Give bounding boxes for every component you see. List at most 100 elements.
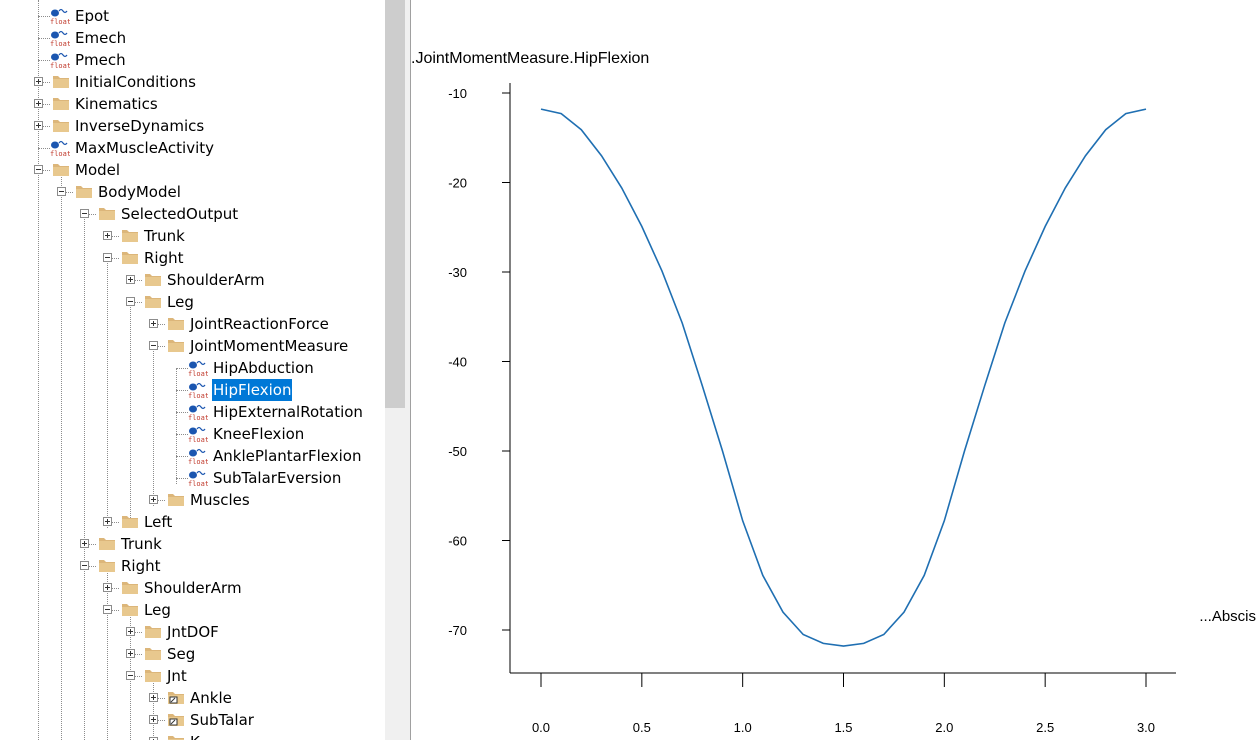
tree-item-body-model[interactable]: BodyModel <box>0 181 385 203</box>
tree-item-label[interactable]: Emech <box>74 27 127 49</box>
tree-item-right[interactable]: Right <box>0 555 385 577</box>
tree-scrollbar[interactable] <box>385 0 405 740</box>
tree-item-kinematics[interactable]: Kinematics <box>0 93 385 115</box>
tree-item-jnt-dof[interactable]: JntDOF <box>0 621 385 643</box>
tree-item-label[interactable]: SelectedOutput <box>120 203 239 225</box>
tree-item-label[interactable]: Jnt <box>166 665 188 687</box>
tree-item-model[interactable]: Model <box>0 159 385 181</box>
tree-item-label[interactable]: Kinematics <box>74 93 159 115</box>
tree-item-label[interactable]: Leg <box>166 291 195 313</box>
expand-toggle-icon[interactable] <box>149 715 158 724</box>
tree-item-trunk[interactable]: Trunk <box>0 533 385 555</box>
folder-icon <box>167 712 185 727</box>
collapse-toggle-icon[interactable] <box>80 209 89 218</box>
tree-item-label[interactable]: JointReactionForce <box>189 313 330 335</box>
tree-item-label[interactable]: Pmech <box>74 49 127 71</box>
tree-item-jnt[interactable]: Jnt <box>0 665 385 687</box>
tree-item-inverse-dynamics[interactable]: InverseDynamics <box>0 115 385 137</box>
tree-item-sub-talar[interactable]: SubTalar <box>0 709 385 731</box>
tree-item-leg[interactable]: Leg <box>0 291 385 313</box>
expand-toggle-icon[interactable] <box>103 583 112 592</box>
expand-toggle-icon[interactable] <box>126 275 135 284</box>
tree-item-label[interactable]: Trunk <box>143 225 186 247</box>
expand-toggle-icon[interactable] <box>34 99 43 108</box>
collapse-toggle-icon[interactable] <box>103 253 112 262</box>
tree-item-label[interactable]: AnklePlantarFlexion <box>212 445 363 467</box>
folder-icon <box>121 514 139 529</box>
tree-item-label[interactable]: Right <box>120 555 162 577</box>
tree-item-ankle[interactable]: Ankle <box>0 687 385 709</box>
tree-item-label[interactable]: HipAbduction <box>212 357 315 379</box>
y-tick-label: -20 <box>448 176 467 191</box>
tree-item-right[interactable]: Right <box>0 247 385 269</box>
tree-item-k[interactable]: K <box>0 731 385 740</box>
tree-item-label[interactable]: Epot <box>74 5 110 27</box>
collapse-toggle-icon[interactable] <box>80 561 89 570</box>
tree-item-label[interactable]: SubTalarEversion <box>212 467 342 489</box>
tree-item-label[interactable]: Ankle <box>189 687 233 709</box>
tree-item-seg[interactable]: Seg <box>0 643 385 665</box>
tree-item-label[interactable]: BodyModel <box>97 181 182 203</box>
collapse-toggle-icon[interactable] <box>126 297 135 306</box>
tree-item-selected-output[interactable]: SelectedOutput <box>0 203 385 225</box>
expand-toggle-icon[interactable] <box>80 539 89 548</box>
tree-item-label[interactable]: MaxMuscleActivity <box>74 137 215 159</box>
tree-item-initial-conditions[interactable]: InitialConditions <box>0 71 385 93</box>
tree-item-muscles[interactable]: Muscles <box>0 489 385 511</box>
tree-item-shoulder-arm[interactable]: ShoulderArm <box>0 269 385 291</box>
expand-toggle-icon[interactable] <box>126 627 135 636</box>
tree-item-label[interactable]: JointMomentMeasure <box>189 335 349 357</box>
tree-item-joint-reaction-force[interactable]: JointReactionForce <box>0 313 385 335</box>
tree-scrollbar-thumb[interactable] <box>385 0 405 408</box>
folder-icon <box>52 162 70 177</box>
tree-item-label[interactable]: HipExternalRotation <box>212 401 364 423</box>
tree-item-shoulder-arm[interactable]: ShoulderArm <box>0 577 385 599</box>
tree-item-label[interactable]: Muscles <box>189 489 251 511</box>
collapse-toggle-icon[interactable] <box>126 671 135 680</box>
tree-item-label[interactable]: Left <box>143 511 173 533</box>
tree-item-label[interactable]: JntDOF <box>166 621 220 643</box>
tree-item-label[interactable]: InverseDynamics <box>74 115 205 137</box>
tree-item-label[interactable]: ShoulderArm <box>143 577 243 599</box>
tree-item-label[interactable]: Trunk <box>120 533 163 555</box>
expand-toggle-icon[interactable] <box>34 77 43 86</box>
tree-item-label[interactable]: InitialConditions <box>74 71 197 93</box>
expand-toggle-icon[interactable] <box>149 693 158 702</box>
tree-item-label[interactable]: KneeFlexion <box>212 423 305 445</box>
collapse-toggle-icon[interactable] <box>34 165 43 174</box>
tree-item-label[interactable]: HipFlexion <box>212 379 292 401</box>
expand-toggle-icon[interactable] <box>126 649 135 658</box>
expand-toggle-icon[interactable] <box>149 495 158 504</box>
collapse-toggle-icon[interactable] <box>57 187 66 196</box>
expand-toggle-icon[interactable] <box>103 517 112 526</box>
tree-item-label[interactable]: SubTalar <box>189 709 255 731</box>
tree-item-label[interactable]: K <box>189 731 201 740</box>
tree-item-label[interactable]: Leg <box>143 599 172 621</box>
expand-toggle-icon[interactable] <box>34 121 43 130</box>
expand-toggle-icon[interactable] <box>103 231 112 240</box>
collapse-toggle-icon[interactable] <box>103 605 112 614</box>
collapse-toggle-icon[interactable] <box>149 341 158 350</box>
tree-item-leg[interactable]: Leg <box>0 599 385 621</box>
expand-toggle-icon[interactable] <box>149 319 158 328</box>
tree-item-label[interactable]: Seg <box>166 643 196 665</box>
tree-item-left[interactable]: Left <box>0 511 385 533</box>
tree-item-label[interactable]: Model <box>74 159 121 181</box>
x-tick-label: 1.0 <box>734 720 752 735</box>
tree-item-label[interactable]: Right <box>143 247 185 269</box>
x-tick-label: 1.5 <box>834 720 852 735</box>
tree-item-trunk[interactable]: Trunk <box>0 225 385 247</box>
tree-item-label[interactable]: ShoulderArm <box>166 269 266 291</box>
tree-item-joint-moment-measure[interactable]: JointMomentMeasure <box>0 335 385 357</box>
